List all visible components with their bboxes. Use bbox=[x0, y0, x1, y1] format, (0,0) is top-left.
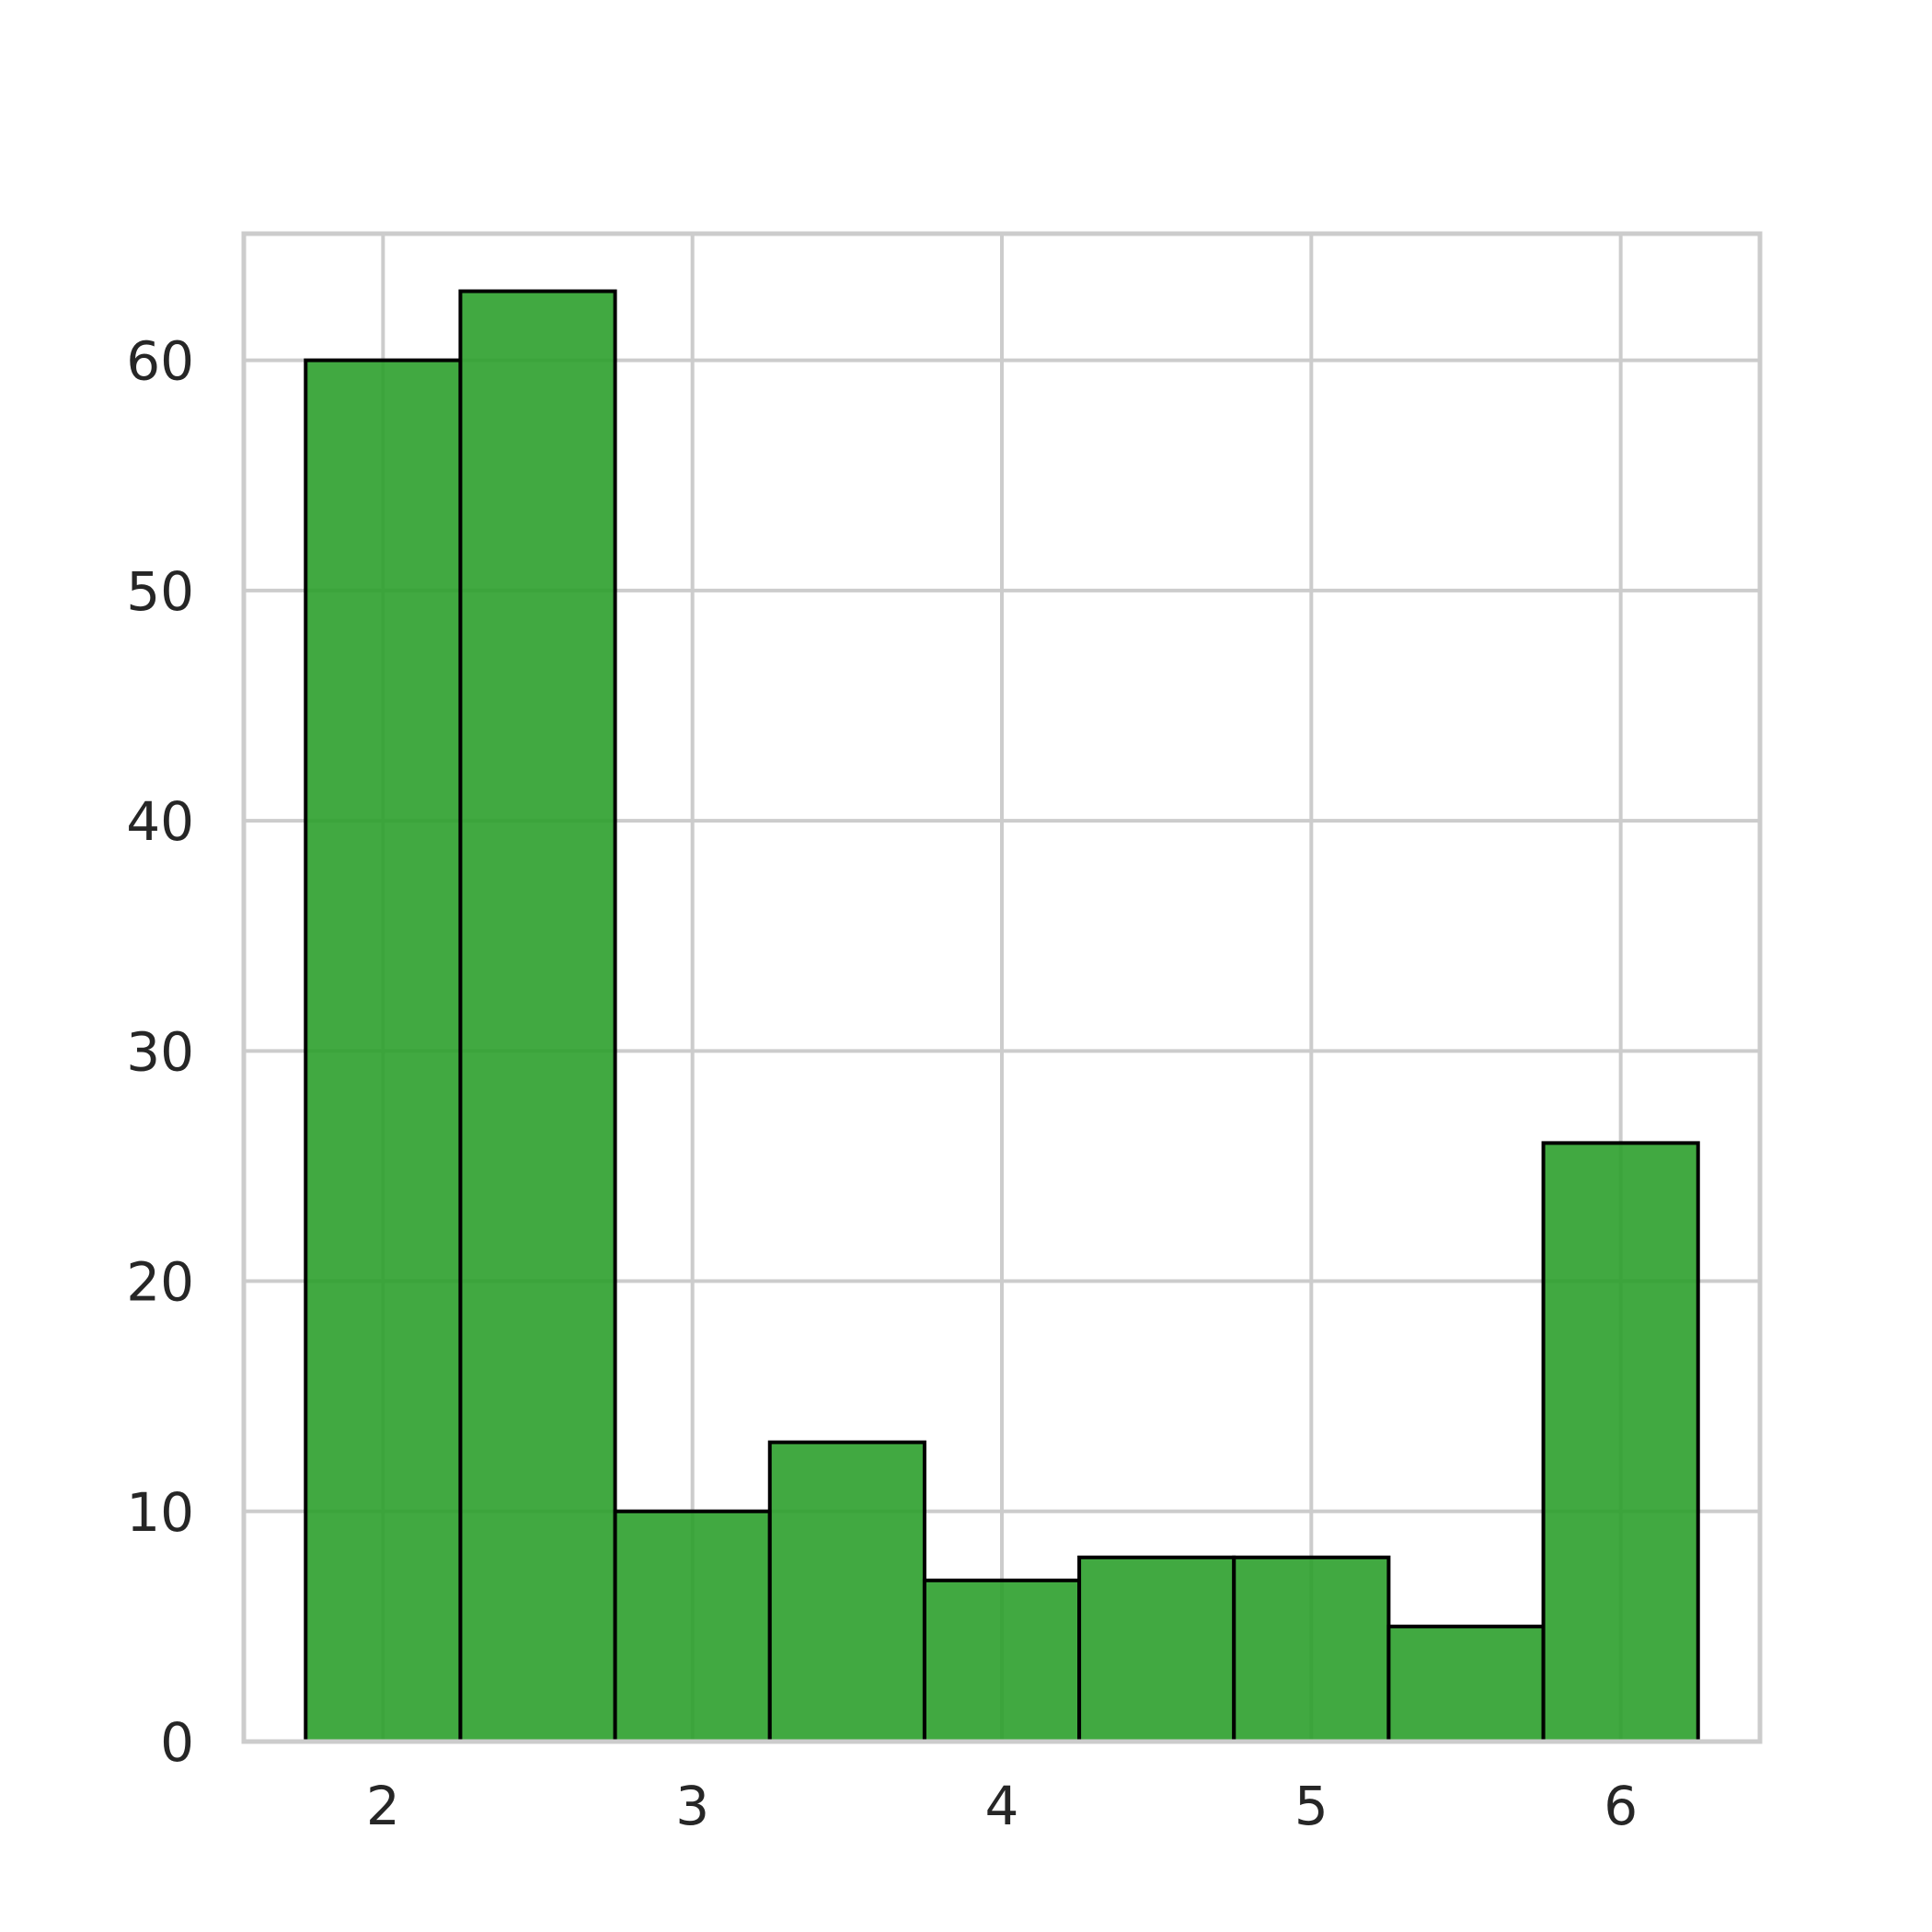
y-tick-label-60: 60 bbox=[126, 330, 194, 393]
histogram-bars bbox=[304, 289, 1700, 1744]
histogram-bar-3 bbox=[613, 1509, 772, 1743]
x-tick-label-3: 3 bbox=[675, 1775, 709, 1837]
x-axis-tick-labels: 2 3 4 5 6 bbox=[366, 1775, 1638, 1837]
x-tick-label-2: 2 bbox=[366, 1775, 400, 1837]
y-tick-label-40: 40 bbox=[126, 790, 194, 853]
y-tick-label-50: 50 bbox=[126, 560, 194, 623]
plot-area-frame bbox=[241, 231, 1763, 1744]
histogram-bar-7 bbox=[1232, 1555, 1391, 1743]
y-tick-label-0: 0 bbox=[160, 1711, 194, 1774]
histogram-bar-9 bbox=[1541, 1141, 1700, 1743]
y-tick-label-20: 20 bbox=[126, 1251, 194, 1314]
x-tick-label-4: 4 bbox=[985, 1775, 1019, 1837]
histogram-bar-1 bbox=[304, 358, 463, 1743]
histogram-bar-6 bbox=[1077, 1555, 1236, 1743]
y-axis-tick-labels: 0 10 20 30 40 50 60 bbox=[126, 330, 194, 1774]
x-tick-label-5: 5 bbox=[1294, 1775, 1328, 1837]
y-tick-label-10: 10 bbox=[126, 1481, 194, 1544]
histogram-bar-8 bbox=[1386, 1624, 1546, 1743]
histogram-bar-4 bbox=[767, 1440, 926, 1743]
y-tick-label-30: 30 bbox=[126, 1020, 194, 1083]
histogram-bar-5 bbox=[922, 1578, 1082, 1744]
histogram-bar-2 bbox=[458, 289, 617, 1743]
x-tick-label-6: 6 bbox=[1604, 1775, 1638, 1837]
